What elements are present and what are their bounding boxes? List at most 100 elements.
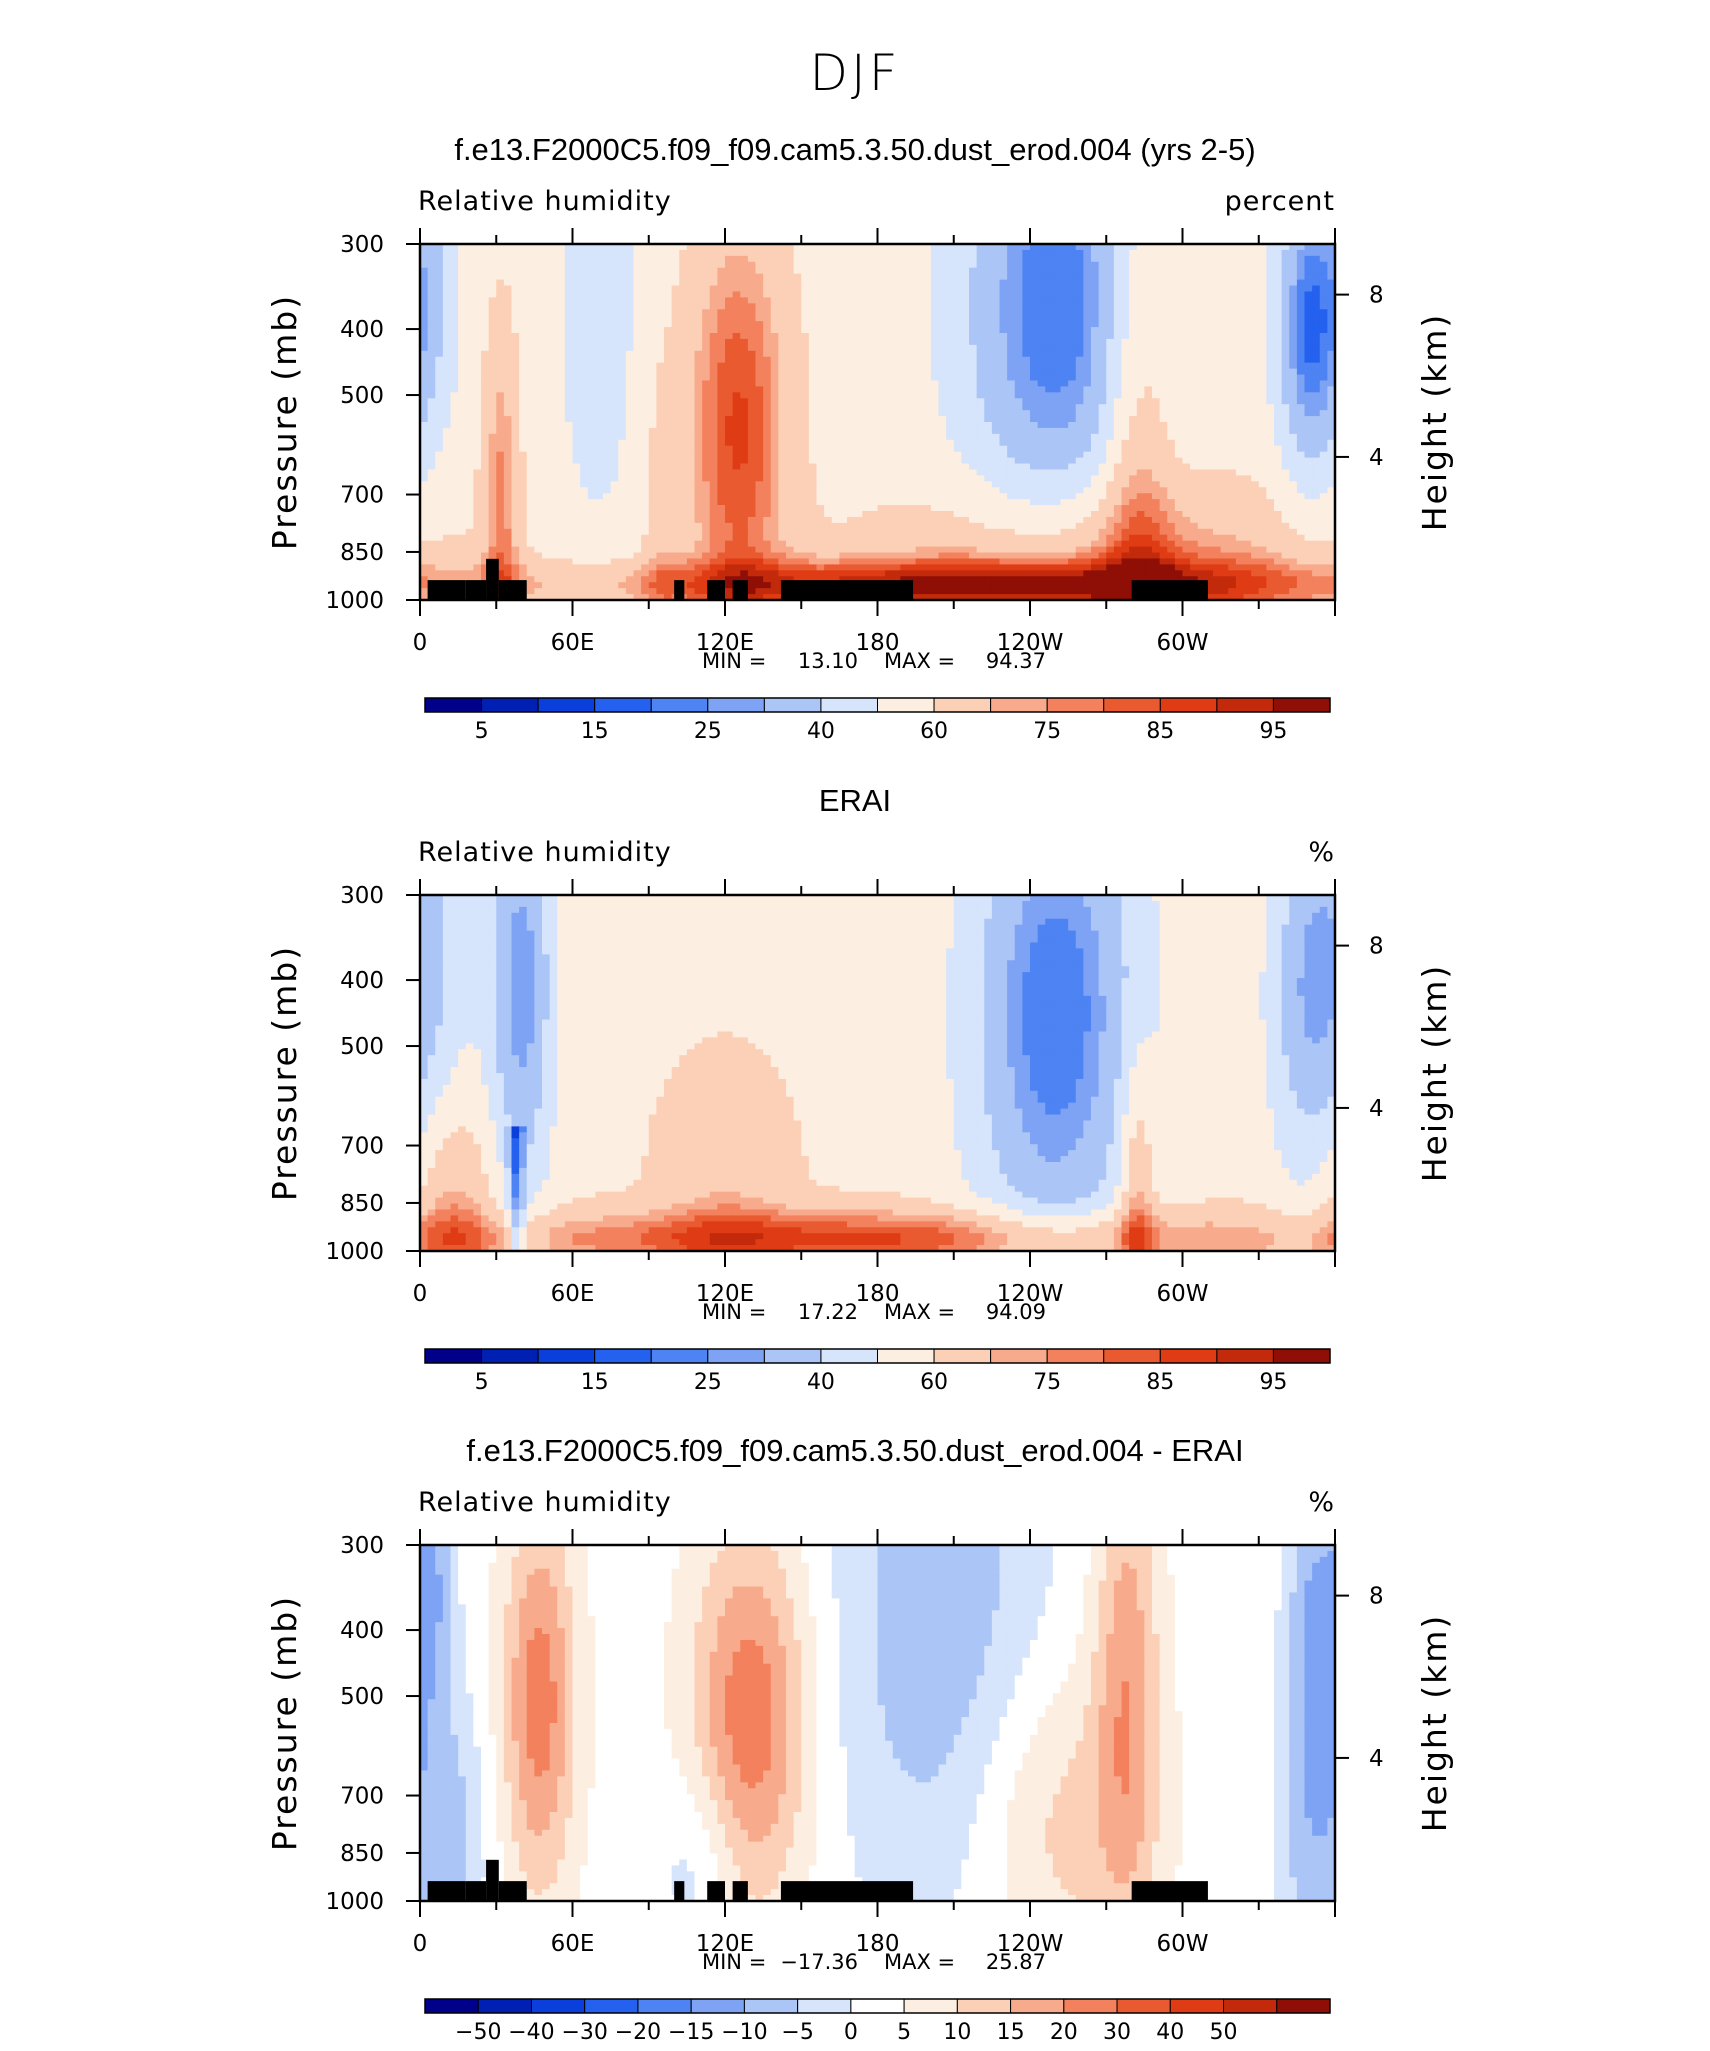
field-cell [847,427,856,435]
field-cell [1251,350,1260,358]
field-cell [908,451,917,459]
field-cell [549,356,558,364]
field-cell [938,487,947,494]
field-cell [1052,362,1062,370]
field-cell [930,321,940,328]
field-cell [801,291,810,298]
field-cell [778,451,787,459]
field-cell [854,469,863,476]
field-cell [961,244,970,251]
field-cell [1052,333,1062,340]
field-cell [686,309,696,316]
field-cell [572,338,581,346]
field-cell [1213,469,1222,476]
field-cell [1243,350,1252,358]
field-cell [1235,416,1245,423]
field-cell [1266,315,1275,322]
field-cell [1007,475,1016,482]
field-cell [526,451,535,459]
field-cell [1052,267,1062,275]
field-cell [763,244,772,251]
field-cell [709,416,718,423]
field-cell [564,321,574,328]
field-cell [946,368,955,376]
field-cell [1106,249,1115,257]
field-cell [847,344,856,352]
field-cell [702,261,711,269]
field-cell [847,410,856,417]
field-cell [1190,404,1199,411]
field-cell [442,416,452,423]
field-cell [892,333,901,340]
field-cell [450,303,459,310]
field-cell [1174,481,1184,488]
field-cell [1037,315,1046,322]
field-cell [481,291,490,298]
field-cell [747,445,757,453]
field-cell [885,368,894,376]
field-cell [420,297,429,304]
field-cell [442,344,452,352]
field-cell [732,350,741,358]
field-cell [1205,410,1214,417]
field-cell [1197,244,1206,251]
field-cell [488,344,497,352]
field-cell [420,368,429,376]
field-cell [1030,273,1039,281]
field-cell [587,410,596,417]
field-cell [557,309,566,316]
field-cell [503,321,513,328]
field-cell [442,368,452,376]
field-cell [587,433,596,441]
field-cell [442,439,452,447]
field-cell [625,309,635,316]
field-cell [679,261,688,269]
field-cell [473,380,482,387]
field-cell [915,315,924,322]
field-cell [709,475,718,482]
field-cell [709,422,718,429]
field-cell [580,362,589,370]
field-cell [1083,439,1092,447]
field-cell [1144,433,1153,441]
field-cell [1167,327,1176,334]
field-cell [747,267,757,275]
field-cell [1327,392,1335,399]
field-cell [488,327,497,334]
field-cell [747,481,757,488]
field-cell [702,487,711,494]
field-cell [618,273,627,281]
field-cell [1327,303,1335,310]
field-cell [740,362,749,370]
field-cell [1197,457,1206,465]
field-cell [1106,356,1115,364]
field-cell [999,463,1008,471]
field-cell [839,439,848,447]
field-cell [511,273,520,281]
field-cell [755,362,764,370]
field-cell [694,285,703,293]
field-cell [679,487,688,494]
field-cell [1091,457,1100,465]
field-cell [625,433,635,441]
field-cell [435,433,444,441]
field-cell [702,338,711,346]
field-cell [1014,404,1023,411]
field-cell [1136,350,1145,358]
field-cell [808,362,818,370]
field-cell [892,321,901,328]
field-cell [702,481,711,488]
field-cell [435,362,444,370]
field-cell [1022,445,1031,453]
field-cell [442,469,452,476]
field-cell [603,315,612,322]
field-cell [900,469,909,476]
field-cell [1296,315,1306,322]
field-cell [526,249,535,257]
field-cell [465,475,474,482]
field-cell [1327,457,1335,465]
field-cell [1190,279,1199,287]
field-cell [1159,273,1168,281]
field-cell [923,368,932,376]
field-cell [1220,422,1229,429]
